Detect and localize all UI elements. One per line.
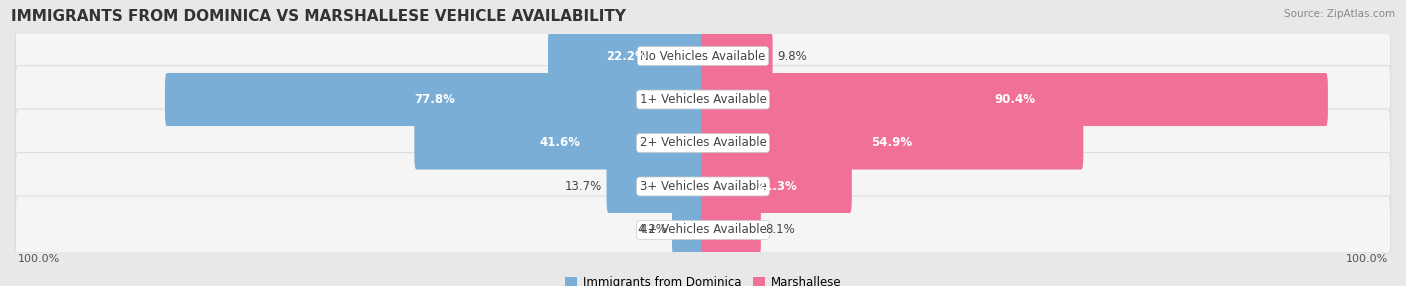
FancyBboxPatch shape	[702, 160, 852, 213]
Text: 100.0%: 100.0%	[17, 254, 59, 264]
Text: 4.2%: 4.2%	[637, 223, 668, 237]
FancyBboxPatch shape	[415, 116, 704, 170]
Text: IMMIGRANTS FROM DOMINICA VS MARSHALLESE VEHICLE AVAILABILITY: IMMIGRANTS FROM DOMINICA VS MARSHALLESE …	[11, 9, 626, 23]
Text: 2+ Vehicles Available: 2+ Vehicles Available	[640, 136, 766, 150]
FancyBboxPatch shape	[606, 160, 704, 213]
Text: 13.7%: 13.7%	[564, 180, 602, 193]
FancyBboxPatch shape	[15, 109, 1391, 177]
FancyBboxPatch shape	[702, 203, 761, 257]
Text: 54.9%: 54.9%	[872, 136, 912, 150]
FancyBboxPatch shape	[15, 65, 1391, 134]
Text: 77.8%: 77.8%	[415, 93, 456, 106]
Text: Source: ZipAtlas.com: Source: ZipAtlas.com	[1284, 9, 1395, 19]
FancyBboxPatch shape	[672, 203, 704, 257]
Text: 8.1%: 8.1%	[766, 223, 796, 237]
FancyBboxPatch shape	[548, 29, 704, 83]
FancyBboxPatch shape	[165, 73, 704, 126]
FancyBboxPatch shape	[702, 116, 1083, 170]
Text: No Vehicles Available: No Vehicles Available	[640, 49, 766, 63]
Text: 41.6%: 41.6%	[538, 136, 581, 150]
FancyBboxPatch shape	[702, 29, 772, 83]
Text: 21.3%: 21.3%	[756, 180, 797, 193]
Text: 100.0%: 100.0%	[1347, 254, 1389, 264]
FancyBboxPatch shape	[15, 196, 1391, 264]
Text: 22.2%: 22.2%	[606, 49, 647, 63]
Legend: Immigrants from Dominica, Marshallese: Immigrants from Dominica, Marshallese	[560, 271, 846, 286]
Text: 3+ Vehicles Available: 3+ Vehicles Available	[640, 180, 766, 193]
Text: 4+ Vehicles Available: 4+ Vehicles Available	[640, 223, 766, 237]
Text: 90.4%: 90.4%	[994, 93, 1035, 106]
Text: 9.8%: 9.8%	[778, 49, 807, 63]
FancyBboxPatch shape	[702, 73, 1327, 126]
FancyBboxPatch shape	[15, 22, 1391, 90]
FancyBboxPatch shape	[15, 152, 1391, 221]
Text: 1+ Vehicles Available: 1+ Vehicles Available	[640, 93, 766, 106]
